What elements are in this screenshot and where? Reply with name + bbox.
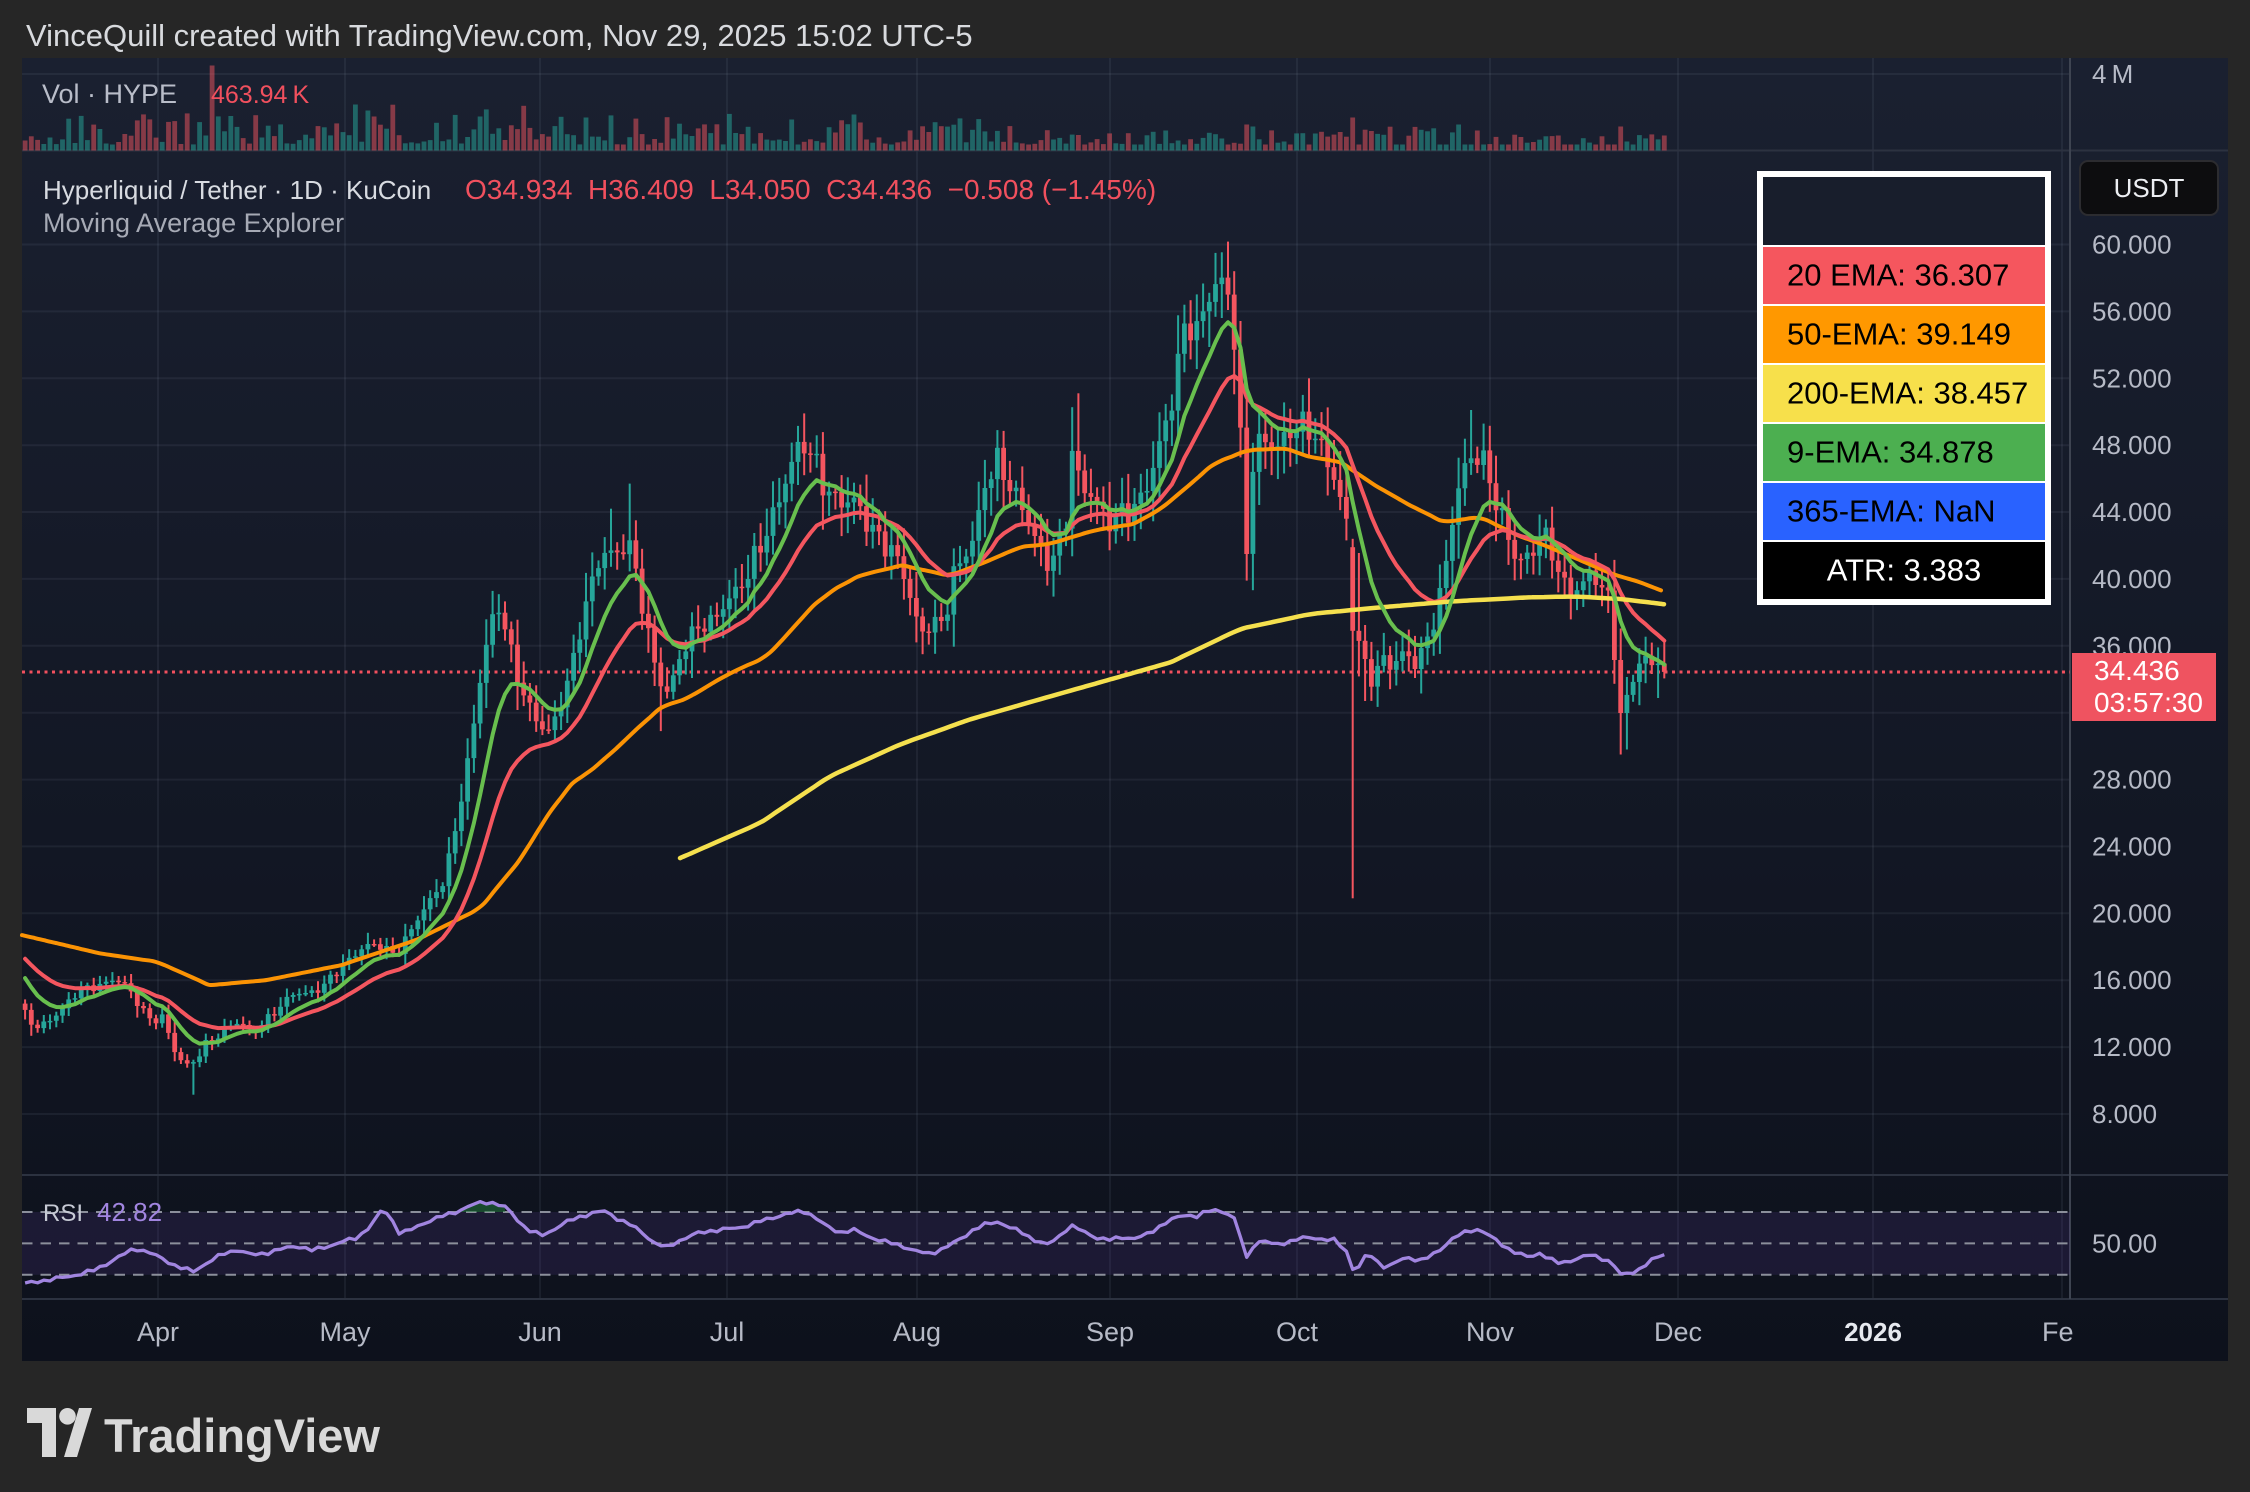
svg-text:9-EMA: 34.878: 9-EMA: 34.878 (1787, 435, 1994, 470)
svg-text:USDT: USDT (2114, 173, 2185, 203)
svg-text:52.000: 52.000 (2092, 363, 2172, 393)
svg-text:Fe: Fe (2042, 1317, 2074, 1347)
svg-text:56.000: 56.000 (2092, 296, 2172, 326)
svg-text:42.82: 42.82 (97, 1197, 162, 1227)
svg-text:28.000: 28.000 (2092, 765, 2172, 795)
svg-text:RSI: RSI (43, 1200, 83, 1227)
svg-text:Aug: Aug (893, 1317, 941, 1347)
svg-text:44.000: 44.000 (2092, 497, 2172, 527)
svg-text:20.000: 20.000 (2092, 898, 2172, 928)
svg-text:50-EMA: 39.149: 50-EMA: 39.149 (1787, 317, 2011, 352)
svg-text:O34.934 H36.409 L34.050 C34: O34.934 H36.409 L34.050 C34.436 −0.508 (… (465, 174, 1156, 205)
svg-text:Nov: Nov (1466, 1317, 1515, 1347)
svg-text:2026: 2026 (1844, 1317, 1902, 1347)
svg-text:48.000: 48.000 (2092, 430, 2172, 460)
svg-text:20 EMA: 36.307: 20 EMA: 36.307 (1787, 258, 2009, 293)
svg-text:Oct: Oct (1276, 1317, 1319, 1347)
svg-text:24.000: 24.000 (2092, 831, 2172, 861)
svg-text:60.000: 60.000 (2092, 230, 2172, 260)
svg-text:03:57:30: 03:57:30 (2094, 687, 2203, 718)
svg-text:TradingView: TradingView (104, 1409, 380, 1462)
svg-text:40.000: 40.000 (2092, 564, 2172, 594)
svg-text:May: May (319, 1317, 371, 1347)
svg-text:Hyperliquid / Tether · 1D · Ku: Hyperliquid / Tether · 1D · KuCoin (43, 175, 431, 205)
svg-text:Jul: Jul (710, 1317, 745, 1347)
svg-text:12.000: 12.000 (2092, 1032, 2172, 1062)
svg-text:Sep: Sep (1086, 1317, 1134, 1347)
svg-text:Apr: Apr (137, 1317, 179, 1347)
svg-text:4 M: 4 M (2092, 59, 2133, 89)
svg-text:463.94 K: 463.94 K (211, 81, 309, 109)
svg-text:34.436: 34.436 (2094, 655, 2180, 686)
svg-text:200-EMA: 38.457: 200-EMA: 38.457 (1787, 376, 2028, 411)
svg-text:365-EMA: NaN: 365-EMA: NaN (1787, 494, 1995, 529)
svg-text:Vol · HYPE: Vol · HYPE (42, 79, 177, 109)
svg-text:Moving Average Explorer: Moving Average Explorer (43, 208, 344, 238)
svg-text:16.000: 16.000 (2092, 965, 2172, 995)
svg-text:Dec: Dec (1654, 1317, 1702, 1347)
svg-text:50.00: 50.00 (2092, 1228, 2157, 1258)
svg-text:8.000: 8.000 (2092, 1099, 2157, 1129)
svg-text:ATR: 3.383: ATR: 3.383 (1827, 553, 1982, 588)
svg-text:VinceQuill created with Tradin: VinceQuill created with TradingView.com,… (26, 18, 973, 53)
svg-text:Jun: Jun (518, 1317, 562, 1347)
